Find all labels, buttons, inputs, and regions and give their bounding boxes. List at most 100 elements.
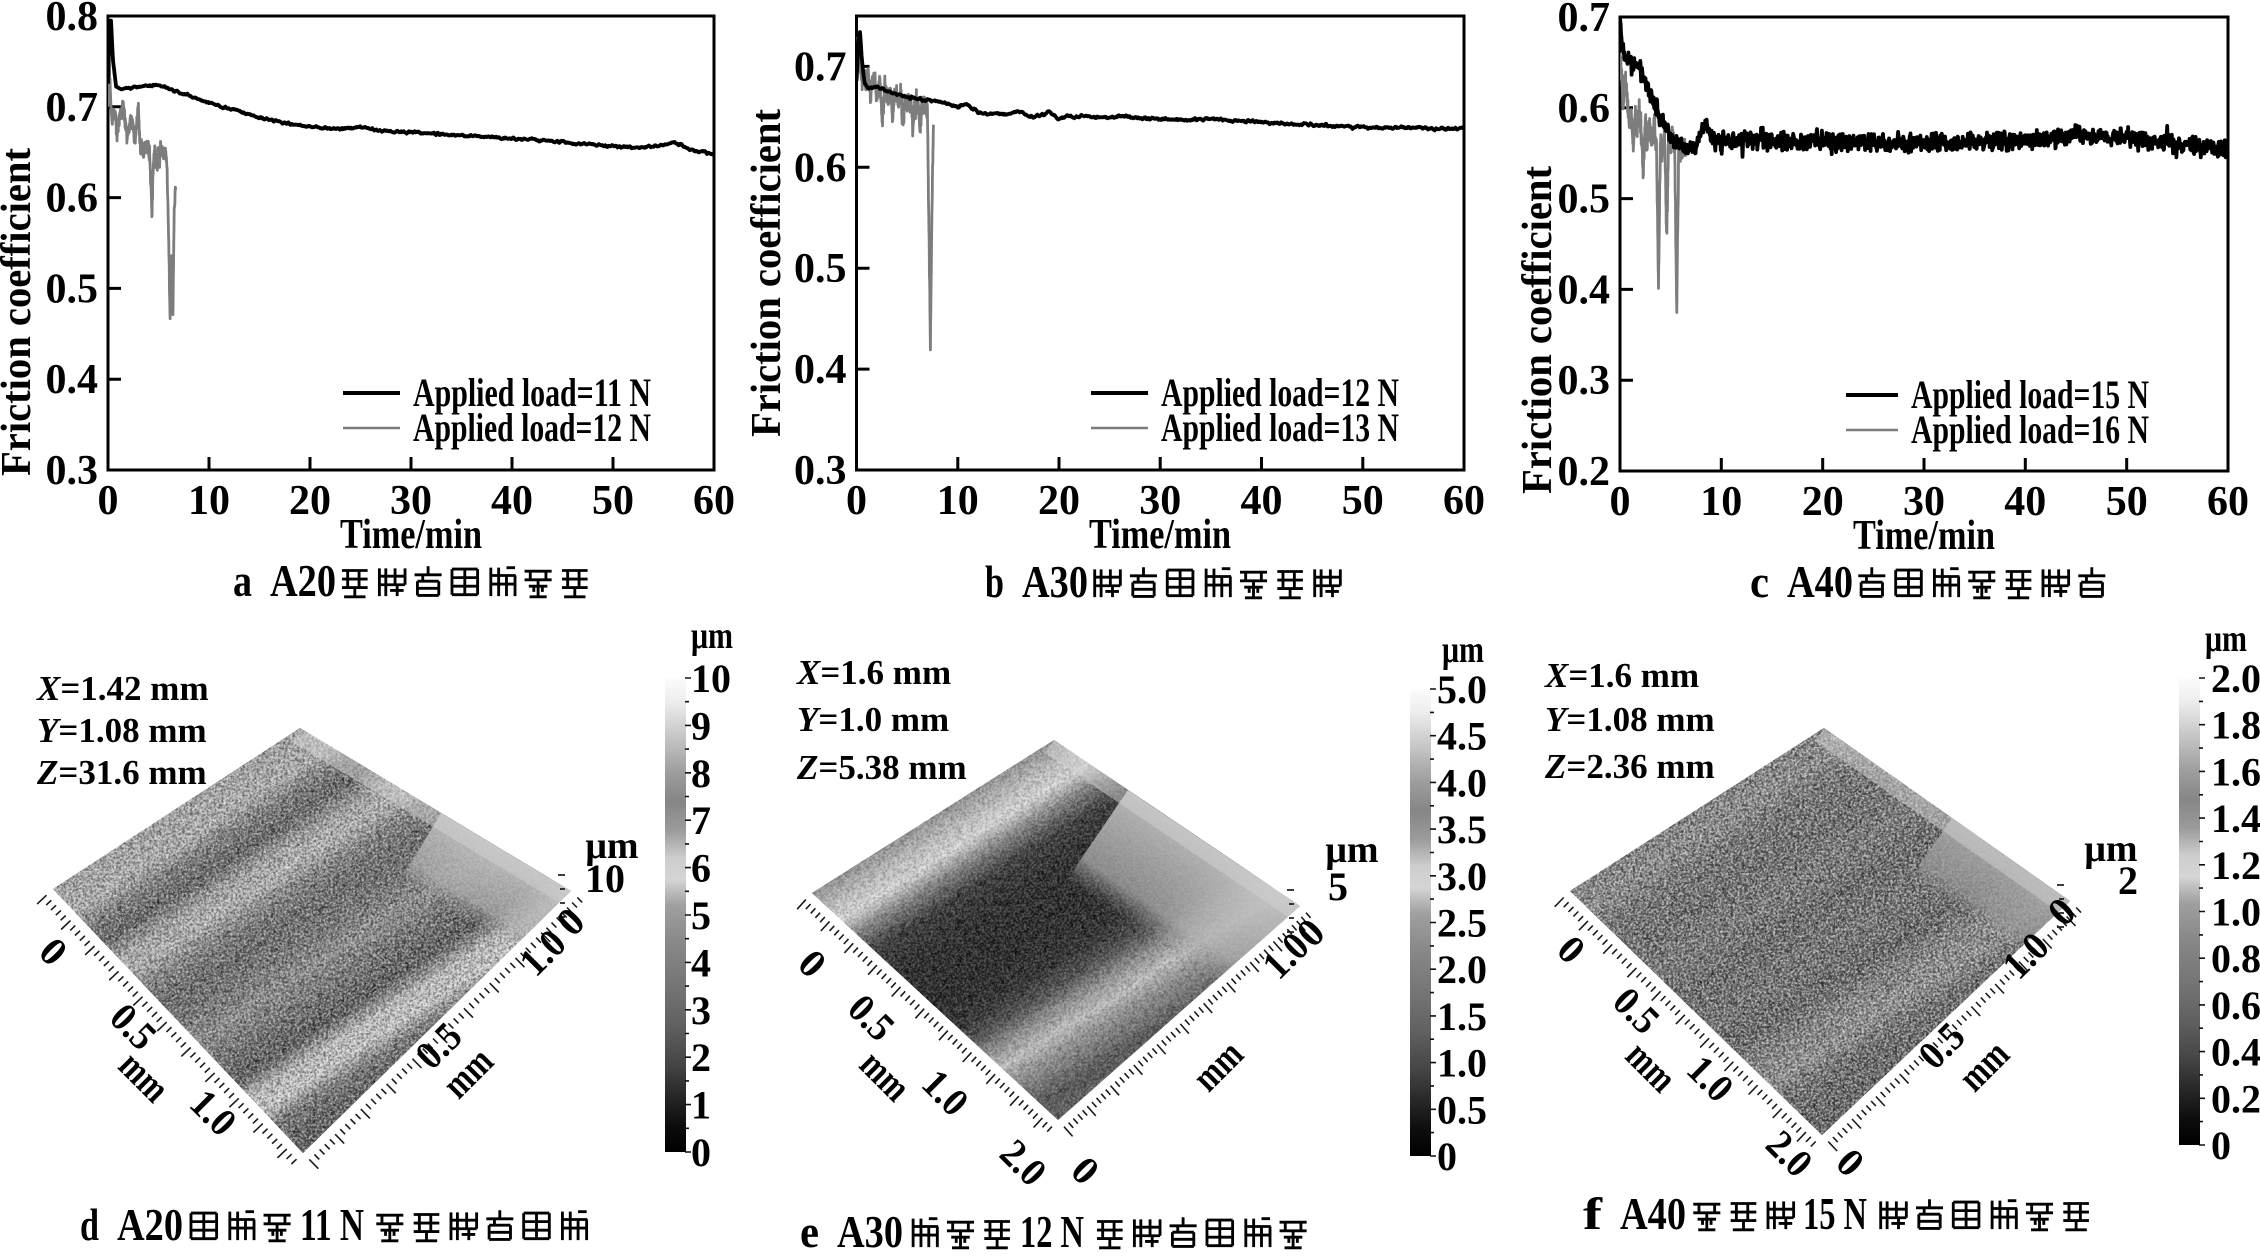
svg-text:Y=1.08 mm: Y=1.08 mm — [1545, 700, 1715, 739]
svg-text:1.8: 1.8 — [2211, 703, 2260, 748]
svg-text:60: 60 — [1443, 478, 1485, 524]
svg-text:Applied load=11 N: Applied load=11 N — [413, 370, 651, 415]
svg-text:0.7: 0.7 — [1558, 0, 1611, 41]
svg-text:μm: μm — [691, 615, 733, 657]
svg-text:μm: μm — [2084, 828, 2137, 870]
svg-text:2.0: 2.0 — [2211, 656, 2260, 701]
svg-text:0: 0 — [1610, 479, 1631, 525]
svg-text:μm: μm — [2205, 618, 2247, 660]
svg-text:e: e — [800, 1206, 819, 1256]
svg-text:0: 0 — [691, 1130, 711, 1175]
svg-text:0.3: 0.3 — [46, 448, 99, 494]
svg-text:2: 2 — [691, 1035, 711, 1080]
svg-text:c: c — [1750, 556, 1769, 607]
svg-text:d: d — [80, 1199, 99, 1250]
svg-text:Applied load=16 N: Applied load=16 N — [1911, 407, 2149, 452]
svg-text:0: 0 — [1437, 1134, 1457, 1179]
svg-text:0.4: 0.4 — [794, 347, 847, 393]
svg-text:4.0: 4.0 — [1437, 760, 1487, 805]
svg-text:0.8: 0.8 — [2211, 936, 2260, 981]
svg-text:0.6: 0.6 — [2211, 983, 2260, 1028]
svg-text:Time/min: Time/min — [1089, 512, 1231, 558]
svg-text:7: 7 — [691, 798, 711, 843]
svg-text:Time/min: Time/min — [1853, 513, 1995, 559]
svg-text:Z=5.38 mm: Z=5.38 mm — [796, 748, 967, 787]
svg-text:A20: A20 — [117, 1199, 183, 1250]
svg-text:5: 5 — [691, 893, 711, 938]
svg-text:12 N: 12 N — [1020, 1206, 1084, 1256]
svg-text:0.6: 0.6 — [794, 145, 847, 191]
svg-text:0.4: 0.4 — [2211, 1030, 2260, 1075]
svg-text:Friction coefficient: Friction coefficient — [744, 109, 790, 437]
svg-text:0.5: 0.5 — [1558, 177, 1611, 223]
svg-text:A30: A30 — [1022, 556, 1088, 607]
svg-text:6: 6 — [691, 846, 711, 891]
svg-text:4.5: 4.5 — [1437, 714, 1487, 759]
svg-text:0: 0 — [846, 478, 867, 524]
svg-text:11 N: 11 N — [300, 1199, 364, 1250]
svg-text:0.4: 0.4 — [1558, 267, 1611, 313]
svg-text:10: 10 — [1700, 479, 1742, 525]
svg-text:0.8: 0.8 — [46, 0, 99, 40]
svg-text:10: 10 — [691, 656, 731, 701]
svg-text:0: 0 — [98, 478, 119, 524]
svg-text:Friction coefficient: Friction coefficient — [0, 148, 40, 476]
svg-text:2.0: 2.0 — [1437, 947, 1487, 992]
svg-text:0.7: 0.7 — [46, 85, 99, 131]
svg-text:b: b — [985, 556, 1004, 607]
svg-text:40: 40 — [491, 478, 533, 524]
svg-text:30: 30 — [390, 478, 432, 524]
svg-text:0.3: 0.3 — [794, 448, 847, 494]
svg-text:μm: μm — [1325, 829, 1378, 871]
svg-text:3.5: 3.5 — [1437, 807, 1487, 852]
svg-text:A40: A40 — [1620, 1188, 1686, 1239]
svg-text:40: 40 — [1241, 478, 1283, 524]
svg-text:10: 10 — [585, 856, 625, 901]
svg-text:20: 20 — [289, 478, 331, 524]
svg-text:30: 30 — [1903, 479, 1945, 525]
svg-text:8: 8 — [691, 751, 711, 796]
svg-text:0.3: 0.3 — [1558, 358, 1611, 404]
svg-text:50: 50 — [1342, 478, 1384, 524]
svg-text:15 N: 15 N — [1803, 1188, 1867, 1239]
svg-text:50: 50 — [592, 478, 634, 524]
svg-text:0.6: 0.6 — [46, 176, 99, 222]
svg-text:3: 3 — [691, 988, 711, 1033]
svg-text:X=1.42 mm: X=1.42 mm — [36, 669, 209, 708]
svg-text:1.5: 1.5 — [1437, 994, 1487, 1039]
svg-text:Applied load=13 N: Applied load=13 N — [1161, 405, 1399, 450]
svg-text:50: 50 — [2106, 479, 2148, 525]
svg-text:10: 10 — [937, 478, 979, 524]
svg-text:0.5: 0.5 — [46, 266, 99, 312]
svg-text:Z=2.36 mm: Z=2.36 mm — [1544, 747, 1715, 786]
svg-text:Y=1.0 mm: Y=1.0 mm — [797, 700, 949, 739]
svg-text:X=1.6 mm: X=1.6 mm — [1544, 656, 1699, 695]
svg-text:0.7: 0.7 — [794, 44, 847, 90]
svg-text:a: a — [233, 555, 252, 606]
svg-text:60: 60 — [2207, 479, 2249, 525]
svg-text:0.2: 0.2 — [1558, 449, 1611, 495]
svg-text:A20: A20 — [270, 555, 336, 606]
svg-text:4: 4 — [691, 940, 711, 985]
svg-text:Applied load=15 N: Applied load=15 N — [1911, 372, 2149, 417]
svg-text:Z=31.6 mm: Z=31.6 mm — [36, 753, 207, 792]
svg-text:A30: A30 — [837, 1206, 903, 1256]
svg-text:0.4: 0.4 — [46, 357, 99, 403]
svg-text:10: 10 — [188, 478, 230, 524]
svg-text:μm: μm — [585, 825, 638, 867]
svg-text:5: 5 — [1328, 864, 1348, 909]
svg-text:0.5: 0.5 — [1437, 1087, 1487, 1132]
svg-text:0.2: 0.2 — [2211, 1076, 2260, 1121]
svg-text:3.0: 3.0 — [1437, 854, 1487, 899]
svg-text:9: 9 — [691, 703, 711, 748]
svg-text:Friction coefficient: Friction coefficient — [1515, 166, 1561, 494]
svg-text:0: 0 — [2211, 1123, 2231, 1168]
svg-text:1.0: 1.0 — [2211, 890, 2260, 935]
svg-text:20: 20 — [1802, 479, 1844, 525]
svg-text:Applied load=12 N: Applied load=12 N — [413, 405, 651, 450]
svg-text:1.6: 1.6 — [2211, 749, 2260, 794]
svg-text:Applied load=12 N: Applied load=12 N — [1161, 370, 1399, 415]
svg-text:1.2: 1.2 — [2211, 843, 2260, 888]
svg-text:20: 20 — [1038, 478, 1080, 524]
svg-text:1.0: 1.0 — [1437, 1041, 1487, 1086]
